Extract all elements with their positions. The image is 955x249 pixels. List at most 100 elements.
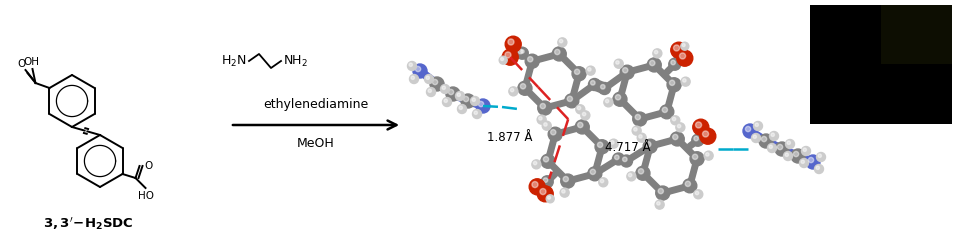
Circle shape (653, 49, 662, 58)
Circle shape (567, 96, 572, 102)
Circle shape (500, 58, 503, 61)
Circle shape (605, 99, 609, 103)
Circle shape (472, 98, 476, 101)
Circle shape (548, 127, 562, 141)
Circle shape (614, 155, 619, 160)
Circle shape (543, 178, 548, 183)
Circle shape (442, 98, 452, 107)
Circle shape (775, 142, 789, 156)
Circle shape (590, 80, 595, 85)
Text: $\mathbf{3,3'\!-\!H_2SDC}$: $\mathbf{3,3'\!-\!H_2SDC}$ (43, 215, 133, 232)
Circle shape (517, 47, 528, 59)
Circle shape (806, 155, 820, 169)
Circle shape (669, 80, 675, 85)
Circle shape (410, 74, 418, 83)
Circle shape (649, 60, 655, 66)
Circle shape (525, 54, 540, 68)
Circle shape (463, 96, 469, 102)
Circle shape (478, 101, 483, 107)
Circle shape (588, 78, 601, 90)
Circle shape (598, 142, 603, 147)
Circle shape (461, 94, 475, 108)
Circle shape (609, 139, 618, 148)
Circle shape (613, 92, 626, 106)
Circle shape (576, 105, 584, 114)
Circle shape (693, 190, 703, 199)
Circle shape (509, 87, 518, 96)
Circle shape (581, 111, 590, 120)
Circle shape (621, 155, 632, 167)
Circle shape (539, 117, 542, 120)
Circle shape (614, 59, 624, 68)
Circle shape (667, 78, 681, 92)
Circle shape (518, 81, 532, 95)
Circle shape (683, 179, 697, 193)
Circle shape (604, 98, 613, 107)
Circle shape (612, 153, 625, 165)
Circle shape (551, 129, 556, 135)
Circle shape (574, 69, 580, 74)
Circle shape (564, 94, 579, 108)
Circle shape (681, 42, 689, 50)
Circle shape (633, 112, 647, 126)
Circle shape (690, 152, 704, 166)
Circle shape (676, 123, 685, 132)
Text: O: O (144, 161, 153, 171)
Circle shape (626, 172, 636, 181)
Circle shape (632, 126, 641, 135)
Circle shape (456, 91, 464, 101)
Circle shape (703, 131, 709, 137)
Circle shape (755, 123, 758, 126)
Circle shape (529, 179, 545, 195)
Text: OH: OH (24, 57, 39, 67)
Circle shape (620, 65, 634, 79)
Circle shape (654, 50, 658, 54)
Circle shape (615, 95, 621, 100)
Circle shape (753, 135, 756, 138)
Circle shape (587, 167, 602, 181)
Circle shape (413, 64, 427, 78)
Circle shape (534, 161, 537, 165)
Circle shape (425, 74, 434, 83)
Circle shape (427, 87, 435, 97)
Circle shape (541, 176, 553, 188)
Circle shape (540, 188, 546, 195)
Circle shape (623, 67, 627, 73)
Circle shape (610, 141, 614, 144)
Circle shape (558, 38, 567, 47)
Circle shape (520, 48, 528, 57)
Circle shape (801, 146, 811, 155)
Circle shape (519, 49, 522, 54)
Circle shape (787, 141, 791, 144)
Circle shape (786, 139, 795, 148)
Circle shape (499, 56, 507, 64)
Circle shape (670, 116, 680, 125)
Text: ethylenediamine: ethylenediamine (264, 98, 369, 111)
Circle shape (510, 88, 514, 92)
Circle shape (695, 122, 702, 128)
Circle shape (635, 115, 641, 120)
Circle shape (542, 121, 551, 130)
Circle shape (502, 49, 519, 65)
Circle shape (670, 60, 675, 65)
Circle shape (575, 120, 589, 134)
Circle shape (683, 79, 686, 82)
Circle shape (409, 63, 413, 66)
Circle shape (746, 126, 751, 132)
Circle shape (803, 148, 806, 151)
Circle shape (623, 157, 627, 162)
Circle shape (794, 151, 798, 157)
Text: 4.717 Å: 4.717 Å (605, 141, 650, 154)
Circle shape (537, 115, 546, 124)
Text: NH$_2$: NH$_2$ (283, 54, 308, 68)
Circle shape (572, 67, 586, 81)
Circle shape (471, 97, 479, 106)
Text: H$_2$N: H$_2$N (222, 54, 247, 68)
Circle shape (657, 202, 660, 205)
Circle shape (770, 131, 778, 140)
Circle shape (785, 153, 789, 156)
Circle shape (546, 195, 554, 203)
Circle shape (777, 144, 783, 150)
Text: 1.877 Å: 1.877 Å (487, 131, 533, 144)
Circle shape (637, 133, 647, 142)
